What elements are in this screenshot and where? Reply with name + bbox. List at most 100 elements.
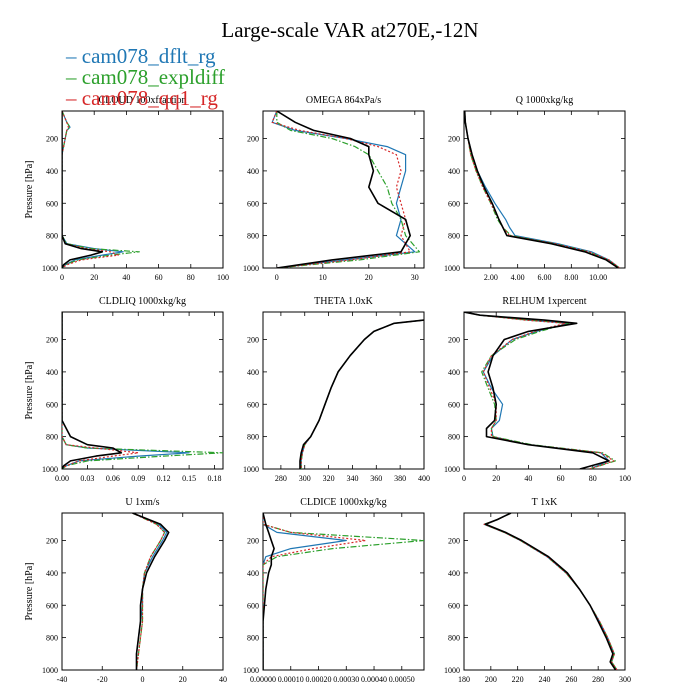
y-tick-label: 400: [46, 569, 58, 578]
y-tick-label: 1000: [42, 264, 58, 273]
x-tick-label: -40: [57, 675, 68, 684]
legend-swatch: –: [66, 65, 77, 89]
y-tick-label: 1000: [42, 666, 58, 675]
series-line-obs: [263, 513, 275, 670]
y-tick-label: 600: [46, 199, 58, 208]
panel-title: THETA 1.0xK: [314, 296, 373, 307]
plot-frame: [463, 512, 626, 671]
panel-title: RELHUM 1xpercent: [502, 296, 586, 307]
x-tick-label: 6.00: [538, 273, 552, 282]
series-line-cam078_dflt_rg: [271, 111, 416, 268]
panel-8: CLDICE 1000xkg/kg 200 400 600 800 10000.00000…: [243, 497, 425, 684]
y-tick-label: 400: [247, 167, 259, 176]
series-line-obs: [62, 312, 123, 469]
x-tick-label: 100: [217, 273, 229, 282]
x-tick-label: 0.00: [55, 474, 69, 483]
x-tick-label: 300: [619, 675, 631, 684]
y-tick-label: 600: [247, 199, 259, 208]
series-line-cam078_dflt_rg: [62, 312, 190, 469]
y-tick-label: 200: [247, 135, 259, 144]
y-tick-label: 600: [448, 601, 460, 610]
y-tick-label: 400: [247, 569, 259, 578]
x-tick-label: -20: [97, 675, 108, 684]
legend-label: cam078_dflt_rg: [81, 44, 216, 68]
y-tick-label: 800: [448, 433, 460, 442]
y-tick-label: 1000: [243, 465, 259, 474]
x-tick-label: 4.00: [511, 273, 525, 282]
x-tick-label: 0.03: [80, 474, 94, 483]
y-tick-label: 1000: [444, 666, 460, 675]
x-tick-label: 360: [370, 474, 382, 483]
x-tick-label: 320: [323, 474, 335, 483]
series-line-obs: [62, 111, 104, 268]
y-tick-label: 800: [46, 433, 58, 442]
x-tick-label: 0: [141, 675, 145, 684]
y-tick-label: 400: [448, 167, 460, 176]
plot-frame: [61, 311, 224, 470]
legend-label: cam078_qq1_rg: [81, 86, 218, 110]
x-tick-label: 0.00010: [278, 675, 304, 684]
x-tick-label: 200: [485, 675, 497, 684]
figure-title: Large-scale VAR at270E,-12N: [221, 18, 479, 42]
x-tick-label: 20: [179, 675, 187, 684]
series-line-cam078_expldiff: [276, 111, 420, 268]
x-tick-label: 0.06: [106, 474, 120, 483]
y-tick-label: 1000: [243, 666, 259, 675]
x-tick-label: 0.12: [157, 474, 171, 483]
plot-frame: [262, 110, 425, 269]
x-tick-label: 0.00020: [306, 675, 332, 684]
y-tick-label: 200: [247, 537, 259, 546]
panel-title: U 1xm/s: [125, 497, 159, 508]
x-tick-label: 0.00040: [361, 675, 387, 684]
x-tick-label: 260: [565, 675, 577, 684]
series-line-cam078_qq1_rg: [62, 312, 139, 469]
series-line-cam078_qq1_rg: [62, 111, 119, 268]
x-tick-label: 0: [275, 273, 279, 282]
panel-title: T 1xK: [532, 497, 558, 508]
series-line-obs: [132, 513, 170, 670]
x-tick-label: 300: [299, 474, 311, 483]
x-tick-label: 380: [394, 474, 406, 483]
x-tick-label: 60: [557, 474, 565, 483]
series-line-obs: [276, 111, 412, 268]
series-line-obs: [464, 312, 610, 469]
y-tick-label: 800: [448, 232, 460, 241]
x-tick-label: 0.00050: [389, 675, 415, 684]
y-tick-label: 1000: [444, 465, 460, 474]
series-line-cam078_expldiff: [263, 513, 424, 670]
series-line-cam078_expldiff: [464, 111, 620, 268]
series-line-cam078_qq1_rg: [263, 513, 367, 670]
y-tick-label: 800: [247, 433, 259, 442]
panel-title: CLOUD 100xfraction: [98, 95, 186, 106]
panel-5: THETA 1.0xK 200 400 600 800 1000 280 300 320 340 3…: [243, 296, 430, 483]
y-tick-label: 600: [46, 400, 58, 409]
panel-title: Q 1000xkg/kg: [516, 95, 574, 106]
x-tick-label: 10: [319, 273, 327, 282]
x-tick-label: 2.00: [484, 273, 498, 282]
x-tick-label: 100: [619, 474, 631, 483]
y-tick-label: 800: [247, 232, 259, 241]
y-tick-label: 600: [46, 601, 58, 610]
series-line-cam078_expldiff: [62, 111, 140, 268]
series-line-cam078_dflt_rg: [483, 513, 618, 670]
y-tick-label: 400: [46, 368, 58, 377]
x-tick-label: 40: [524, 474, 532, 483]
x-tick-label: 400: [418, 474, 430, 483]
x-tick-label: 20: [492, 474, 500, 483]
panel-4: CLDLIQ 1000xkg/kg Pressure [hPa] 200 400 600…: [24, 296, 224, 483]
series-line-cam078_qq1_rg: [271, 111, 411, 268]
panel-3: Q 1000xkg/kg 200 400 600 800 1000 2.00 4.00 6.00…: [444, 95, 626, 282]
panel-2: OMEGA 864xPa/s 200 400 600 800 1000 0 10 20 30: [243, 95, 425, 282]
x-tick-label: 0.00000: [250, 675, 276, 684]
y-tick-label: 400: [247, 368, 259, 377]
x-tick-label: 40: [219, 675, 227, 684]
y-tick-label: 600: [247, 601, 259, 610]
y-tick-label: 200: [46, 336, 58, 345]
series-line-obs: [484, 513, 617, 670]
y-axis-label: Pressure [hPa]: [24, 160, 35, 218]
series-line-cam078_qq1_rg: [132, 513, 166, 670]
